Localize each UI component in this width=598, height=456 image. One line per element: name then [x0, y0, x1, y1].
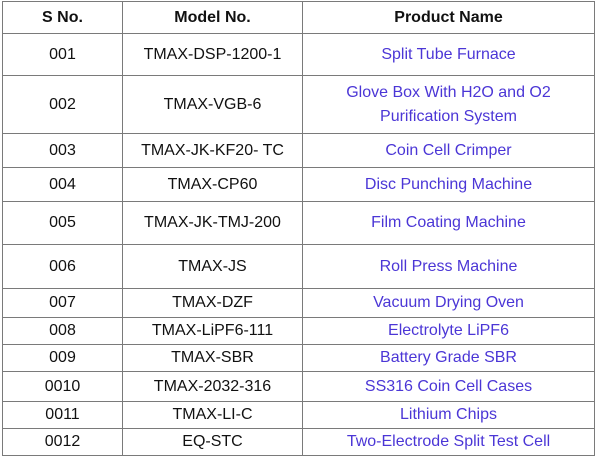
product-link[interactable]: Glove Box With H2O and O2 Purification S…: [346, 83, 551, 125]
cell-product: SS316 Coin Cell Cases: [302, 371, 595, 402]
cell-sno: 008: [2, 317, 123, 345]
table-row: 009 TMAX-SBR Battery Grade SBR: [2, 344, 595, 372]
table-row: 004 TMAX-CP60 Disc Punching Machine: [2, 167, 595, 202]
cell-product: Coin Cell Crimper: [302, 133, 595, 168]
cell-sno: 005: [2, 201, 123, 245]
cell-sno: 009: [2, 344, 123, 372]
cell-sno: 0012: [2, 428, 123, 456]
product-link[interactable]: SS316 Coin Cell Cases: [364, 377, 533, 395]
product-link[interactable]: Battery Grade SBR: [380, 349, 517, 366]
cell-product: Electrolyte LiPF6: [302, 317, 595, 345]
table-row: 002 TMAX-VGB-6 Glove Box With H2O and O2…: [2, 75, 595, 134]
table-row: 006 TMAX-JS Roll Press Machine: [2, 244, 595, 289]
header-sno: S No.: [2, 1, 123, 34]
cell-sno: 0010: [2, 371, 123, 402]
product-link[interactable]: Disc Punching Machine: [364, 175, 533, 193]
cell-product: Split Tube Furnace: [302, 33, 595, 76]
cell-sno: 004: [2, 167, 123, 202]
cell-sno: 001: [2, 33, 123, 76]
cell-product: Film Coating Machine: [302, 201, 595, 245]
table-row: 0012 EQ-STC Two-Electrode Split Test Cel…: [2, 428, 595, 456]
cell-model: TMAX-CP60: [122, 167, 303, 202]
cell-sno: 006: [2, 244, 123, 289]
table-row: 001 TMAX-DSP-1200-1 Split Tube Furnace: [2, 33, 595, 76]
cell-product: Lithium Chips: [302, 401, 595, 429]
table-row: 0011 TMAX-LI-C Lithium Chips: [2, 401, 595, 429]
table-row: 005 TMAX-JK-TMJ-200 Film Coating Machine: [2, 201, 595, 245]
cell-product: Glove Box With H2O and O2 Purification S…: [302, 75, 595, 134]
cell-product: Roll Press Machine: [302, 244, 595, 289]
cell-product: Two-Electrode Split Test Cell: [302, 428, 595, 456]
table-row: 0010 TMAX-2032-316 SS316 Coin Cell Cases: [2, 371, 595, 402]
product-link[interactable]: Electrolyte LiPF6: [388, 322, 509, 339]
header-product-name: Product Name: [302, 1, 595, 34]
cell-product: Vacuum Drying Oven: [302, 288, 595, 318]
product-link[interactable]: Lithium Chips: [400, 406, 497, 423]
cell-model: TMAX-VGB-6: [122, 75, 303, 134]
table-row: 003 TMAX-JK-KF20- TC Coin Cell Crimper: [2, 133, 595, 168]
product-link[interactable]: Two-Electrode Split Test Cell: [346, 433, 551, 450]
header-row: S No. Model No. Product Name: [2, 1, 595, 34]
cell-sno: 007: [2, 288, 123, 318]
cell-product: Disc Punching Machine: [302, 167, 595, 202]
cell-sno: 0011: [2, 401, 123, 429]
cell-model: TMAX-JS: [122, 244, 303, 289]
product-link[interactable]: Coin Cell Crimper: [385, 141, 512, 159]
cell-model: TMAX-2032-316: [122, 371, 303, 402]
table-row: 007 TMAX-DZF Vacuum Drying Oven: [2, 288, 595, 318]
cell-model: TMAX-DSP-1200-1: [122, 33, 303, 76]
header-model-no: Model No.: [122, 1, 303, 34]
cell-model: TMAX-LI-C: [122, 401, 303, 429]
cell-sno: 003: [2, 133, 123, 168]
cell-model: TMAX-SBR: [122, 344, 303, 372]
cell-model: TMAX-JK-TMJ-200: [122, 201, 303, 245]
cell-model: EQ-STC: [122, 428, 303, 456]
table-body: 001 TMAX-DSP-1200-1 Split Tube Furnace 0…: [2, 33, 595, 456]
product-link[interactable]: Film Coating Machine: [371, 214, 526, 231]
cell-product: Battery Grade SBR: [302, 344, 595, 372]
product-link[interactable]: Roll Press Machine: [379, 257, 518, 275]
table-row: 008 TMAX-LiPF6-111 Electrolyte LiPF6: [2, 317, 595, 345]
cell-model: TMAX-DZF: [122, 288, 303, 318]
cell-sno: 002: [2, 75, 123, 134]
cell-model: TMAX-JK-KF20- TC: [122, 133, 303, 168]
cell-model: TMAX-LiPF6-111: [122, 317, 303, 345]
product-link[interactable]: Split Tube Furnace: [381, 45, 516, 63]
table-header: S No. Model No. Product Name: [2, 1, 595, 34]
product-link[interactable]: Vacuum Drying Oven: [373, 294, 524, 311]
